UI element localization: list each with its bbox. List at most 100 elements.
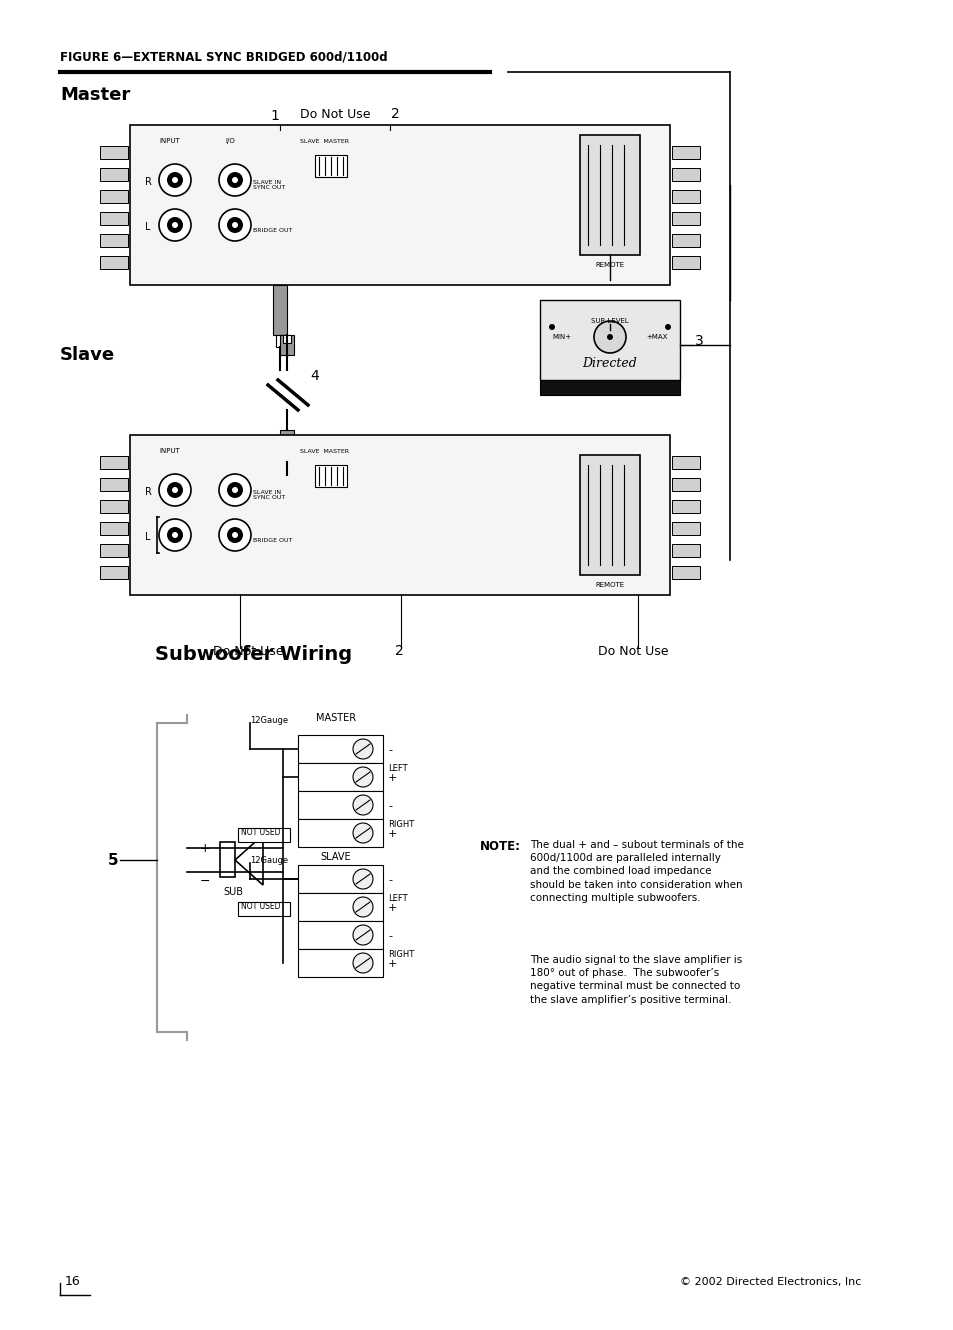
Bar [100, 168, 128, 181]
Circle shape [159, 519, 191, 551]
Circle shape [227, 172, 243, 188]
Circle shape [353, 868, 373, 888]
Text: -: - [388, 931, 392, 942]
Text: NOT USED: NOT USED [241, 902, 280, 911]
Circle shape [353, 924, 373, 946]
Text: +: + [200, 842, 211, 855]
Bar [130, 435, 669, 595]
Text: Slave: Slave [60, 346, 115, 364]
Circle shape [159, 164, 191, 196]
Circle shape [167, 217, 183, 233]
Text: INPUT: INPUT [159, 448, 180, 454]
Bar [100, 456, 128, 469]
Bar [671, 211, 700, 225]
Bar [220, 842, 234, 876]
Circle shape [219, 209, 251, 241]
Bar [297, 950, 382, 978]
Text: LEFT: LEFT [388, 894, 407, 903]
Text: R: R [145, 177, 152, 188]
Text: SLAVE IN
SYNC OUT: SLAVE IN SYNC OUT [253, 180, 285, 190]
Bar [671, 255, 700, 269]
Text: RIGHT: RIGHT [388, 821, 414, 829]
Bar [280, 430, 294, 450]
Text: NOTE:: NOTE: [479, 841, 520, 853]
Polygon shape [234, 835, 263, 884]
Text: Do Not Use: Do Not Use [598, 645, 668, 658]
Bar [100, 234, 128, 247]
Text: Directed: Directed [582, 356, 637, 370]
Circle shape [167, 481, 183, 497]
Circle shape [548, 325, 555, 330]
Text: LEFT: LEFT [388, 763, 407, 773]
Text: +: + [388, 903, 397, 912]
Bar [100, 544, 128, 557]
Text: L: L [145, 532, 151, 543]
Text: Master: Master [60, 86, 131, 104]
Circle shape [219, 164, 251, 196]
Text: Subwoofer Wiring: Subwoofer Wiring [154, 645, 352, 664]
Text: +: + [388, 959, 397, 970]
Text: +: + [388, 773, 397, 783]
Bar [539, 380, 679, 395]
Bar [100, 500, 128, 513]
Circle shape [353, 767, 373, 787]
Text: BRIDGE OUT: BRIDGE OUT [253, 537, 292, 543]
Bar [579, 136, 639, 255]
Bar [314, 156, 347, 177]
Circle shape [594, 321, 625, 352]
Circle shape [167, 527, 183, 543]
Text: −: − [200, 875, 211, 888]
Circle shape [353, 954, 373, 974]
Bar [280, 335, 294, 355]
Circle shape [353, 896, 373, 916]
Text: MASTER: MASTER [315, 713, 355, 724]
Bar [297, 920, 382, 950]
Text: SLAVE  MASTER: SLAVE MASTER [299, 140, 349, 144]
Bar [671, 168, 700, 181]
Circle shape [353, 739, 373, 759]
Circle shape [219, 519, 251, 551]
Circle shape [353, 823, 373, 843]
Bar [297, 763, 382, 791]
Text: 2: 2 [395, 644, 403, 658]
Bar [297, 791, 382, 819]
Bar [100, 477, 128, 491]
Text: Do Not Use: Do Not Use [213, 645, 283, 658]
Text: MIN+: MIN+ [552, 334, 571, 340]
Text: SUB LEVEL: SUB LEVEL [591, 318, 628, 325]
Bar [539, 301, 679, 380]
Text: © 2002 Directed Electronics, Inc: © 2002 Directed Electronics, Inc [679, 1277, 861, 1287]
Circle shape [232, 177, 237, 184]
Text: FIGURE 6—EXTERNAL SYNC BRIDGED 600d/1100d: FIGURE 6—EXTERNAL SYNC BRIDGED 600d/1100… [60, 51, 387, 63]
Bar [671, 190, 700, 203]
Text: 3: 3 [695, 334, 703, 348]
Circle shape [227, 217, 243, 233]
Bar [671, 477, 700, 491]
Text: SLAVE IN
SYNC OUT: SLAVE IN SYNC OUT [253, 489, 285, 500]
Bar [671, 500, 700, 513]
Bar [275, 335, 284, 347]
Bar [671, 544, 700, 557]
Circle shape [227, 527, 243, 543]
Text: RIGHT: RIGHT [388, 950, 414, 959]
Bar [100, 211, 128, 225]
Circle shape [664, 325, 670, 330]
Circle shape [232, 222, 237, 227]
Circle shape [167, 172, 183, 188]
Bar [671, 521, 700, 535]
Bar [100, 190, 128, 203]
Text: The audio signal to the slave amplifier is
180° out of phase.  The subwoofer’s
n: The audio signal to the slave amplifier … [530, 955, 741, 1004]
Text: BRIDGE OUT: BRIDGE OUT [253, 227, 292, 233]
Circle shape [353, 795, 373, 815]
Text: -: - [388, 745, 392, 755]
Text: L: L [145, 222, 151, 231]
Bar [671, 456, 700, 469]
Bar [283, 335, 291, 343]
Bar [297, 819, 382, 847]
Text: NOT USED: NOT USED [241, 829, 280, 837]
Text: +MAX: +MAX [646, 334, 667, 340]
Circle shape [172, 532, 178, 539]
Circle shape [606, 334, 613, 340]
Bar [297, 892, 382, 920]
Text: I/O: I/O [225, 138, 234, 144]
